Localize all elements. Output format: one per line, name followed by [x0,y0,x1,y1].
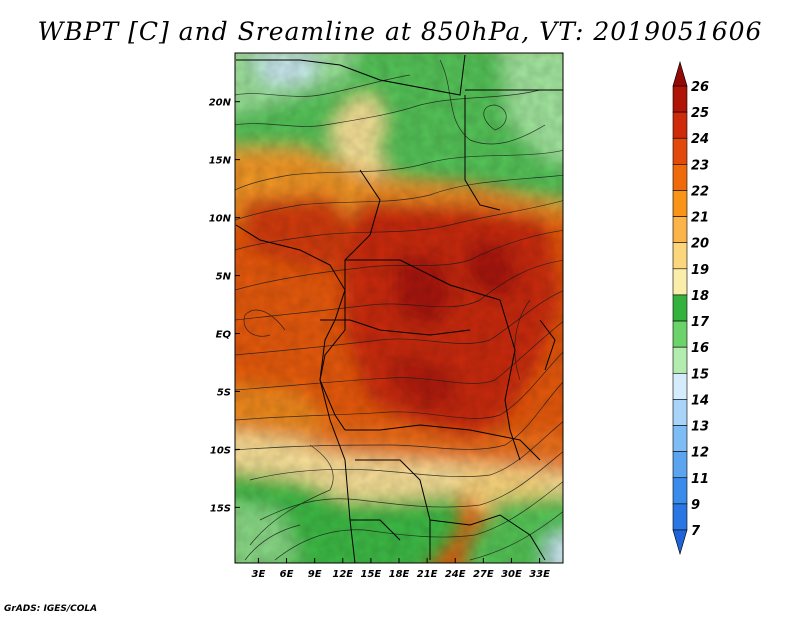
streamline [259,451,563,521]
colorbar-label: 9 [691,498,700,513]
border-line [499,299,521,461]
colorbar-label: 22 [691,184,709,199]
colorbar-label: 7 [691,524,701,539]
political-borders [235,54,563,563]
colorbar-label: 23 [691,158,709,173]
chart-title: WBPT [C] and Sreamline at 850hPa, VT: 20… [38,17,763,46]
streamline [235,351,563,421]
x-tick-label: 12E [332,569,353,580]
colorbar-label: 18 [691,289,709,304]
border-line [236,54,466,96]
x-axis: 3E 6E 9E 12E 15E 18E 21E 24E 27E 30E 33E [252,558,550,580]
x-tick-label: 6E [280,569,294,580]
streamline [483,104,507,131]
border-line [355,459,431,560]
y-axis: 20N 15N 10N 5N EQ 5S 10S 15S [209,98,240,514]
x-tick-label: 21E [417,569,438,580]
x-tick-label: 3E [252,569,266,580]
y-tick-label: 5N [216,272,232,283]
colorbar-min-arrow [672,529,688,556]
colorbar-label: 15 [691,367,709,382]
colorbar-segment [672,164,688,191]
streamline [249,421,563,481]
x-tick-label: 27E [473,569,494,580]
colorbar-label: 20 [691,237,709,252]
y-tick-label: EQ [216,330,232,341]
border-line [345,259,501,301]
streamline [469,511,563,561]
colorbar-segment [672,216,688,244]
border-line [429,514,546,561]
streamline [235,89,541,127]
x-tick-label: 30E [501,569,522,580]
colorbar-label: 16 [691,341,709,356]
y-tick-label: 15N [209,156,232,167]
streamline [235,200,563,251]
colorbar-segment [672,372,688,400]
colorbar-segment [672,320,688,348]
colorbar-label: 11 [691,472,709,487]
colorbar-label: 25 [691,106,709,121]
coastline [235,224,356,563]
border-line [319,169,381,431]
streamline [249,444,334,546]
y-tick-label: 10S [210,445,231,456]
colorbar-label: 12 [691,446,709,461]
colorbar-max-arrow [672,60,688,87]
colorbar-segment [672,268,688,296]
streamline [243,309,286,337]
x-tick-label: 9E [308,569,322,580]
streamline [274,481,563,561]
streamline [235,229,563,291]
x-tick-label: 33E [529,569,550,580]
colorbar-label: 13 [691,420,709,435]
colorbar-segment [672,294,688,322]
border-line [345,424,541,461]
colorbar-segment [672,399,688,426]
y-tick-label: 20N [209,98,232,109]
colorbar-segment [672,477,688,505]
colorbar-label: 26 [691,80,709,95]
x-tick-label: 18E [389,569,410,580]
x-tick-label: 15E [361,569,382,580]
colorbar-segment [672,503,688,531]
x-tick-label: 24E [445,569,466,580]
colorbar-segment [672,111,688,139]
colorbar-segment [672,346,688,374]
streamline [235,290,563,356]
field-texture [235,53,563,563]
streamlines [235,59,563,561]
y-tick-label: 5S [217,387,231,398]
colorbar-label: 14 [691,393,709,408]
colorbar-label: 19 [691,263,709,278]
border-line [350,519,401,541]
y-tick-label: 15S [210,503,231,514]
colorbar-segment [672,451,688,479]
grads-credit: GrADS: IGES/COLA [4,604,98,614]
streamline [514,299,531,381]
border-line [464,95,501,211]
temperature-field [235,53,563,563]
border-line [539,319,556,371]
colorbar-label: 24 [691,132,709,147]
streamline [235,259,563,321]
colorbar-label: 17 [691,315,710,330]
colorbar-segment [672,190,688,217]
border-line [320,319,471,336]
colorbar-segment [672,425,688,452]
colorbar-label: 21 [691,211,709,226]
colorbar: 26 25 24 23 22 21 20 19 18 17 16 15 14 13 12 11 9 7 [672,60,710,556]
colorbar-segment [672,242,688,270]
streamline [439,59,546,145]
y-tick-label: 10N [209,214,232,225]
streamline [235,321,563,391]
streamline [235,174,563,221]
streamline [244,524,301,561]
colorbar-segment [672,137,688,165]
colorbar-segment [672,85,688,113]
streamline [235,150,563,191]
